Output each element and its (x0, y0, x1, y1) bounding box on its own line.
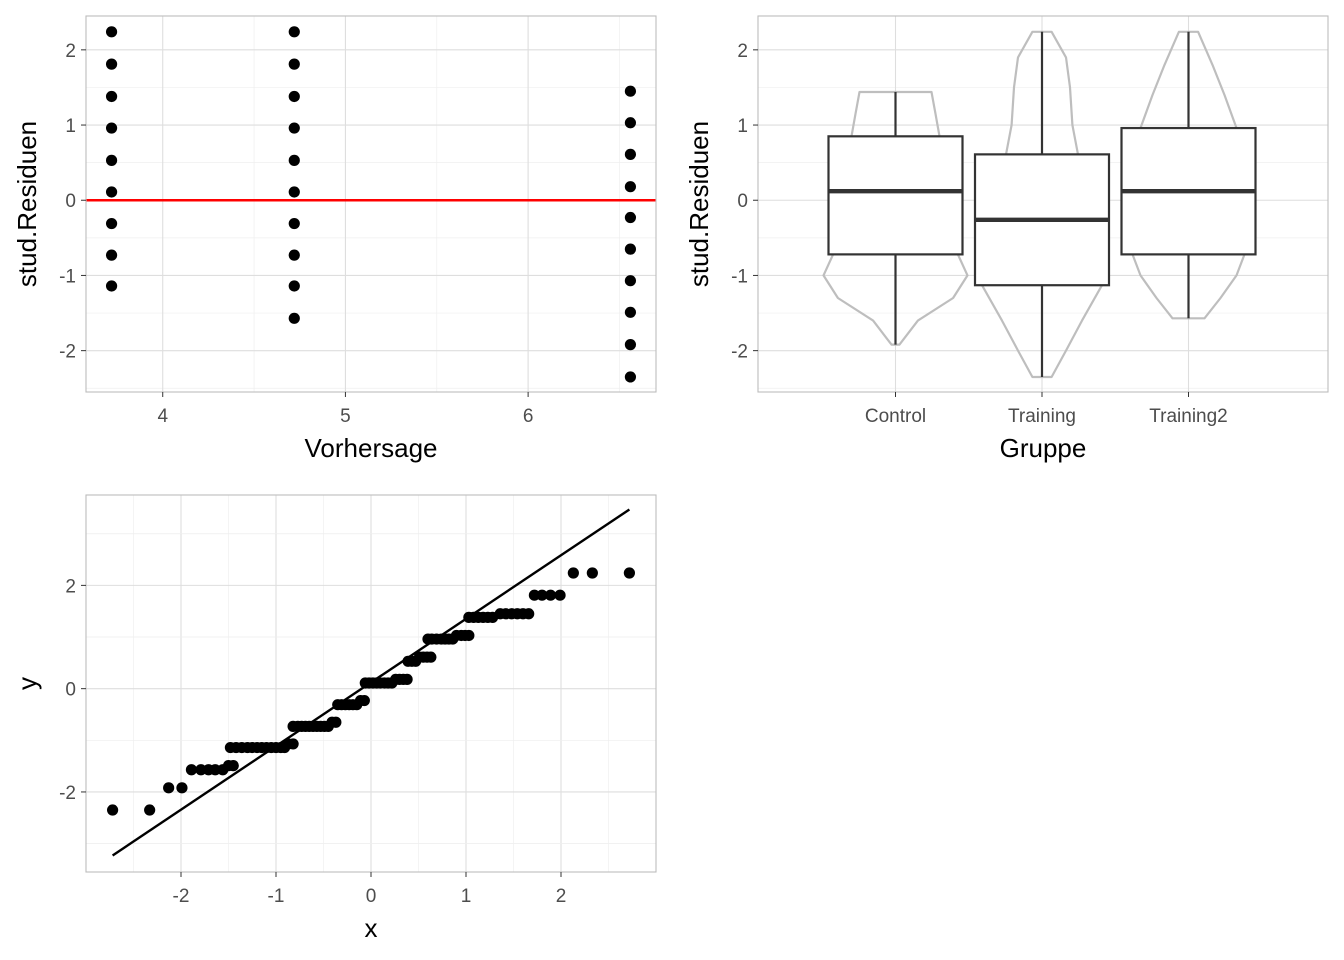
data-point (288, 122, 300, 134)
data-point (624, 211, 637, 224)
x-tick-label: 5 (340, 406, 351, 427)
y-tick-label: 0 (65, 680, 76, 701)
y-tick-label: -2 (59, 783, 76, 804)
data-point (624, 243, 637, 255)
data-point (105, 122, 118, 134)
qq-point (623, 567, 636, 579)
y-tick-label: -1 (731, 266, 748, 287)
data-point (288, 312, 300, 324)
y-tick-label: 1 (65, 116, 76, 137)
data-point (624, 275, 637, 287)
y-tick-label: 0 (737, 191, 748, 212)
y-tick-label: 0 (65, 191, 76, 212)
qq-point (144, 804, 156, 816)
y-tick-label: -1 (59, 266, 76, 287)
data-point (105, 280, 118, 292)
data-point (105, 26, 118, 38)
qq-point (107, 804, 119, 816)
y-tick-label: -2 (59, 342, 76, 363)
qq-point (463, 629, 475, 642)
qq-point (163, 782, 175, 794)
data-point (105, 154, 118, 166)
qq-point (185, 764, 198, 776)
qq-point (401, 673, 413, 685)
x-axis-title: x (365, 913, 378, 943)
qq-point (554, 589, 566, 601)
qq-point (287, 738, 299, 750)
residuals-vs-fitted-panel: -2 -1 0 1 2 4 5 6 Vorhersage stud.Residuen (12, 15, 657, 463)
x-tick-label: -1 (268, 886, 285, 907)
x-axis-title: Vorhersage (305, 433, 438, 463)
qq-point (358, 694, 370, 707)
y-axis-title: y (12, 677, 42, 690)
x-tick-label: -2 (173, 886, 190, 907)
qq-plot-panel: -2 0 2 -2 -1 0 1 2 x y (12, 494, 657, 943)
data-point (288, 26, 300, 38)
y-axis-title: stud.Residuen (12, 121, 42, 287)
x-tick-label: 6 (523, 406, 534, 427)
data-point (624, 371, 637, 383)
y-tick-label: 2 (737, 41, 748, 62)
data-point (105, 58, 118, 70)
data-point (624, 181, 637, 193)
panel-border (757, 15, 1329, 393)
data-point (105, 217, 118, 230)
y-tick-label: 1 (737, 116, 748, 137)
y-tick-label: 2 (65, 41, 76, 62)
qq-point (176, 782, 188, 794)
data-point (624, 339, 637, 351)
y-tick-label: 2 (65, 576, 76, 597)
qq-point (544, 589, 557, 601)
qq-point (425, 651, 437, 663)
data-point (288, 249, 300, 261)
data-point (624, 306, 637, 318)
data-point (288, 217, 300, 230)
data-point (624, 117, 637, 129)
x-tick-label: Training (1008, 406, 1076, 427)
y-tick-label: -2 (731, 342, 748, 363)
data-point (288, 154, 300, 166)
data-point (288, 186, 300, 198)
data-point (624, 85, 637, 97)
x-axis-title: Gruppe (1000, 433, 1087, 463)
y-axis-title: stud.Residuen (684, 121, 714, 287)
qq-point (523, 608, 535, 620)
data-point (624, 148, 637, 160)
x-tick-label: 0 (366, 886, 377, 907)
residuals-by-group-panel: -2 -1 0 1 2 Control Training Training2 Gruppe stu… (684, 15, 1329, 463)
qq-point (330, 716, 342, 728)
data-point (105, 186, 118, 198)
data-point (288, 280, 300, 292)
data-point (105, 249, 118, 261)
data-point (288, 90, 300, 103)
panel-border (85, 15, 657, 393)
x-tick-label: Training2 (1149, 406, 1228, 427)
qq-point (536, 589, 548, 601)
data-point (105, 90, 118, 103)
x-tick-label: Control (865, 406, 926, 427)
box-iqr (827, 135, 964, 256)
qq-point (227, 760, 239, 772)
qq-point (567, 567, 579, 579)
qq-point (586, 567, 598, 579)
x-tick-label: 4 (157, 406, 168, 427)
data-point (288, 58, 300, 70)
x-tick-label: 2 (556, 886, 567, 907)
x-tick-label: 1 (461, 886, 472, 907)
